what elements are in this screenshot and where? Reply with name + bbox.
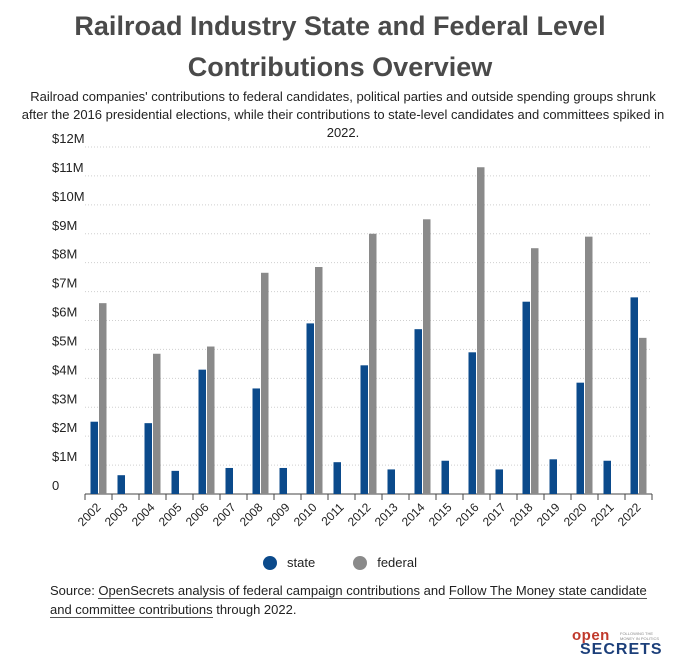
bar-federal-2002 bbox=[99, 303, 107, 494]
x-tick-label: 2002 bbox=[75, 500, 104, 529]
logo-secrets-text: SECRETS bbox=[580, 641, 663, 658]
source-link-opensecrets[interactable]: OpenSecrets analysis of federal campaign… bbox=[98, 583, 420, 599]
legend-label-state: state bbox=[287, 555, 316, 570]
bar-state-2016 bbox=[468, 352, 476, 494]
x-tick-label: 2020 bbox=[561, 500, 590, 529]
x-tick-label: 2009 bbox=[264, 500, 293, 529]
x-tick-label: 2013 bbox=[372, 500, 401, 529]
bar-state-2018 bbox=[522, 301, 530, 494]
bar-state-2004 bbox=[144, 423, 152, 494]
source-suffix: through 2022. bbox=[212, 602, 297, 617]
source-note: Source: OpenSecrets analysis of federal … bbox=[50, 581, 650, 619]
bar-state-2002 bbox=[90, 421, 98, 494]
bar-state-2009 bbox=[279, 467, 287, 494]
x-tick-label: 2015 bbox=[426, 500, 455, 529]
legend-label-federal: federal bbox=[377, 555, 417, 570]
y-tick-label: $8M bbox=[52, 247, 77, 262]
bar-state-2022 bbox=[630, 297, 638, 494]
y-tick-label: $11M bbox=[52, 160, 84, 175]
y-tick-label: 0 bbox=[52, 478, 59, 493]
opensecrets-logo[interactable]: open FOLLOWING THE MONEY IN POLITICS SEC… bbox=[572, 627, 668, 661]
x-tick-label: 2007 bbox=[210, 500, 239, 529]
source-prefix: Source: bbox=[50, 583, 99, 598]
bar-federal-2016 bbox=[477, 167, 485, 494]
x-tick-label: 2018 bbox=[507, 500, 536, 529]
y-tick-label: $7M bbox=[52, 276, 77, 291]
chart-subtitle: Railroad companies' contributions to fed… bbox=[21, 89, 665, 140]
bar-federal-2014 bbox=[423, 219, 431, 494]
bar-state-2021 bbox=[603, 460, 611, 494]
x-tick-label: 2006 bbox=[183, 500, 212, 529]
chart-title: Railroad Industry State and Federal Leve… bbox=[74, 11, 606, 82]
bar-state-2013 bbox=[387, 469, 395, 494]
legend-swatch-federal bbox=[353, 555, 368, 570]
logo-tagline: FOLLOWING THE MONEY IN POLITICS bbox=[620, 631, 660, 641]
bar-federal-2006 bbox=[207, 346, 215, 494]
bar-state-2011 bbox=[333, 462, 341, 494]
x-tick-label: 2011 bbox=[318, 500, 346, 528]
bar-federal-2010 bbox=[315, 267, 323, 494]
bar-state-2019 bbox=[549, 459, 557, 494]
bar-state-2010 bbox=[306, 323, 314, 494]
bar-state-2012 bbox=[360, 365, 368, 494]
y-tick-label: $12M bbox=[52, 131, 85, 146]
x-tick-label: 2004 bbox=[129, 500, 158, 529]
y-tick-label: $6M bbox=[52, 305, 77, 320]
bar-state-2005 bbox=[171, 470, 179, 494]
x-tick-label: 2012 bbox=[345, 500, 374, 529]
y-tick-label: $3M bbox=[52, 391, 77, 406]
bar-state-2007 bbox=[225, 467, 233, 494]
bar-federal-2012 bbox=[369, 233, 377, 494]
x-tick-label: 2016 bbox=[453, 500, 482, 529]
y-tick-label: $10M bbox=[52, 189, 85, 204]
y-tick-label: $1M bbox=[52, 449, 77, 464]
logo-open-text: open bbox=[572, 627, 610, 644]
x-tick-label: 2003 bbox=[102, 500, 131, 529]
x-tick-label: 2010 bbox=[291, 500, 320, 529]
bar-federal-2022 bbox=[639, 337, 647, 494]
bar-state-2006 bbox=[198, 369, 206, 494]
y-tick-label: $2M bbox=[52, 420, 77, 435]
y-tick-label: $9M bbox=[52, 218, 77, 233]
x-tick-label: 2019 bbox=[534, 500, 563, 529]
bar-state-2003 bbox=[117, 475, 125, 494]
bar-chart: 0 $1M $2M $3M $4M $5M $6M $7M $8M $9M $10M $11M $12M… bbox=[52, 131, 653, 529]
x-tick-label: 2021 bbox=[588, 500, 617, 529]
y-tick-label: $5M bbox=[52, 333, 77, 348]
chart-legend: state federal bbox=[0, 555, 680, 570]
bar-state-2008 bbox=[252, 388, 260, 494]
bar-state-2017 bbox=[495, 469, 503, 494]
y-tick-label: $4M bbox=[52, 362, 77, 377]
source-middle: and bbox=[420, 583, 449, 598]
x-tick-label: 2014 bbox=[399, 500, 428, 529]
x-tick-label: 2017 bbox=[480, 500, 509, 529]
bar-federal-2004 bbox=[153, 353, 161, 494]
bar-state-2020 bbox=[576, 382, 584, 494]
bar-state-2015 bbox=[441, 460, 449, 494]
bar-federal-2018 bbox=[531, 248, 539, 494]
legend-item-state: state bbox=[263, 555, 315, 570]
legend-item-federal: federal bbox=[353, 555, 417, 570]
x-tick-label: 2005 bbox=[156, 500, 185, 529]
bar-federal-2008 bbox=[261, 272, 269, 494]
legend-swatch-state bbox=[263, 555, 278, 570]
bar-federal-2020 bbox=[585, 236, 593, 494]
source-link-followthemoney[interactable]: Follow The Money state candidate and com… bbox=[50, 583, 647, 618]
bar-state-2014 bbox=[414, 329, 422, 494]
x-tick-label: 2022 bbox=[615, 500, 644, 529]
x-tick-label: 2008 bbox=[237, 500, 266, 529]
